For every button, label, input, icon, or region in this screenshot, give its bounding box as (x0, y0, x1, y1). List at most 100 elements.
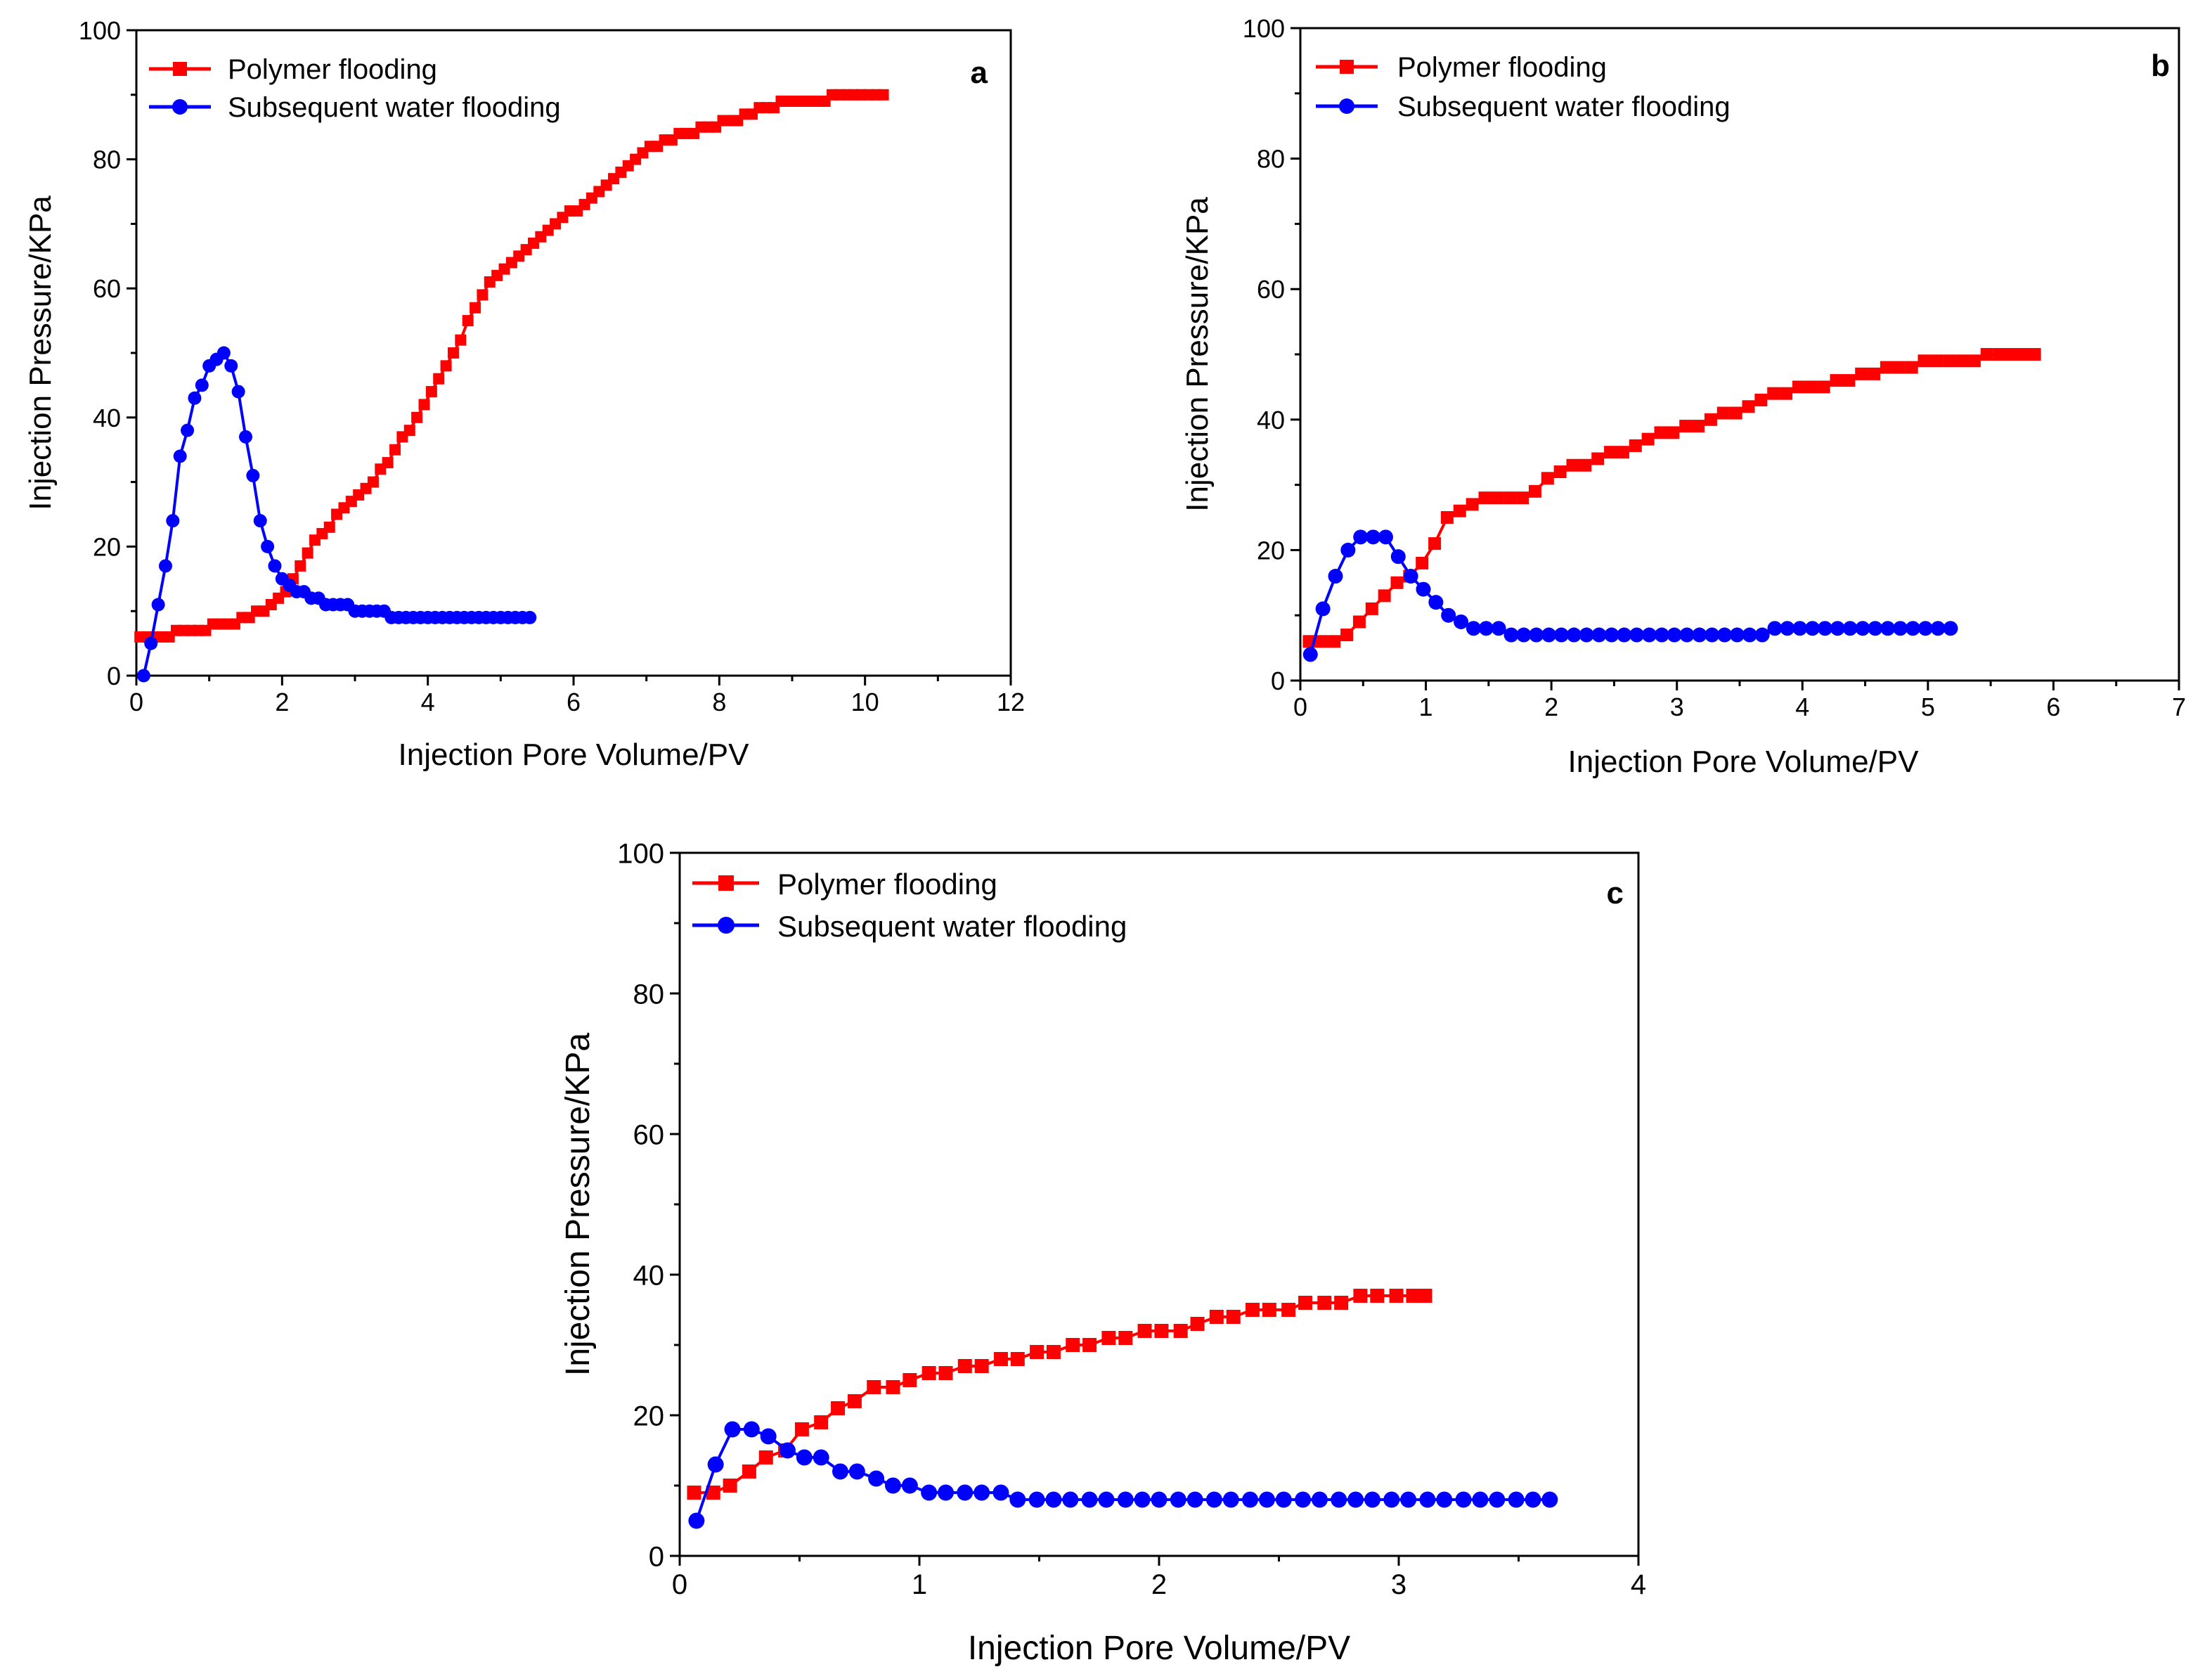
data-point-polymer (1516, 491, 1529, 505)
data-point-water (1205, 1491, 1222, 1508)
data-point-polymer (1491, 491, 1504, 505)
data-point-water (231, 385, 245, 399)
data-point-polymer (295, 560, 306, 572)
data-point-polymer (418, 399, 430, 411)
data-point-water (992, 1484, 1009, 1501)
data-point-water (1098, 1491, 1115, 1508)
data-point-water (1366, 529, 1381, 545)
data-point-polymer (957, 1359, 972, 1373)
data-point-water (1151, 1491, 1168, 1508)
data-point-polymer (302, 547, 313, 559)
data-point-water (239, 430, 252, 444)
legend-water-marker (1339, 98, 1354, 114)
data-point-water (1275, 1491, 1292, 1508)
data-point-polymer (1579, 458, 1592, 472)
data-point-polymer (814, 1415, 829, 1429)
data-point-water (1729, 627, 1745, 643)
legend-water-label: Subsequent water flooding (228, 92, 561, 123)
data-point-water (1295, 1491, 1312, 1508)
legend: Polymer flooding Subsequent water floodi… (1316, 52, 1731, 122)
data-point-water (1717, 627, 1733, 643)
data-point-polymer (742, 1464, 756, 1479)
data-point-water (1529, 627, 1544, 643)
y-tick-label: 40 (93, 404, 121, 432)
data-point-water (246, 468, 260, 482)
data-point-water (1455, 1491, 1472, 1508)
y-tick-label: 0 (107, 662, 121, 690)
data-point-polymer (903, 1373, 917, 1387)
x-tick-label: 1 (912, 1569, 927, 1600)
axis-ticks: 0 2 4 6 8 10 12 0 20 40 60 80 100 (79, 16, 1025, 716)
y-tick-label: 0 (1271, 667, 1285, 695)
data-point-water (760, 1428, 777, 1445)
data-point-polymer (403, 425, 415, 437)
data-point-polymer (1528, 484, 1541, 498)
legend-polymer-label: Polymer flooding (777, 868, 997, 901)
data-point-water (1428, 595, 1444, 610)
data-point-polymer (1416, 556, 1429, 569)
data-point-water (832, 1463, 848, 1480)
data-point-water (1383, 1491, 1400, 1508)
data-point-polymer (831, 1401, 846, 1415)
data-point-polymer (1804, 380, 1818, 394)
data-point-water (1491, 621, 1506, 636)
data-point-water (868, 1470, 885, 1487)
data-point-water (1868, 621, 1883, 636)
legend-water-label: Subsequent water flooding (1397, 91, 1731, 122)
data-point-polymer (440, 360, 452, 372)
y-tick-label: 100 (1243, 14, 1285, 43)
data-point-polymer (1930, 354, 1943, 368)
data-point-polymer (1692, 420, 1705, 433)
data-point-polymer (1880, 361, 1893, 374)
data-point-polymer (462, 315, 474, 327)
x-tick-label: 8 (712, 688, 726, 716)
data-point-water (1186, 1491, 1203, 1508)
x-tick-label: 3 (1670, 693, 1684, 721)
data-point-polymer (411, 411, 423, 423)
data-point-polymer (1830, 374, 1843, 387)
data-point-polymer (2028, 348, 2041, 361)
data-point-water (1472, 1491, 1489, 1508)
data-point-water (1516, 627, 1532, 643)
x-axis-title: Injection Pore Volume/PV (399, 738, 750, 772)
y-tick-label: 80 (633, 979, 665, 1010)
data-point-water (1081, 1491, 1098, 1508)
data-point-water (1311, 1491, 1328, 1508)
data-point-polymer (1629, 439, 1642, 452)
legend-water-marker (172, 99, 188, 115)
data-point-polymer (1566, 458, 1579, 472)
x-tick-label: 2 (1544, 693, 1558, 721)
data-point-polymer (1315, 635, 1328, 648)
data-point-water (1917, 621, 1933, 636)
data-point-polymer (1340, 629, 1354, 642)
x-tick-label: 0 (1293, 693, 1307, 721)
data-point-water (1604, 627, 1619, 643)
legend-polymer-marker (718, 875, 734, 891)
data-point-water (173, 449, 187, 463)
data-point-polymer (1604, 446, 1617, 459)
data-point-water (1692, 627, 1707, 643)
y-axis-title: Injection Pressure/KPa (1180, 197, 1215, 512)
data-point-polymer (1641, 432, 1655, 446)
data-point-polymer (433, 373, 445, 385)
data-series-layer (1302, 348, 2041, 662)
data-point-water (1654, 627, 1669, 643)
data-point-polymer (1365, 602, 1378, 615)
data-point-polymer (1503, 491, 1517, 505)
data-point-polymer (1967, 354, 1981, 368)
data-point-polymer (687, 1486, 701, 1500)
data-point-water (151, 598, 165, 612)
data-point-polymer (1353, 1289, 1368, 1303)
data-point-water (1222, 1491, 1239, 1508)
chart-panel-b: 0 1 2 3 4 5 6 7 0 20 40 60 80 100 b Injection Pore Vo… (1180, 14, 2186, 779)
data-point-polymer (447, 347, 459, 359)
data-point-water (144, 636, 158, 650)
data-point-polymer (1101, 1331, 1116, 1345)
y-tick-label: 20 (633, 1401, 665, 1431)
data-point-water (901, 1477, 918, 1494)
x-tick-label: 0 (129, 688, 143, 716)
data-point-water (1508, 1491, 1525, 1508)
data-point-polymer (1281, 1303, 1296, 1317)
data-point-polymer (1352, 615, 1366, 629)
